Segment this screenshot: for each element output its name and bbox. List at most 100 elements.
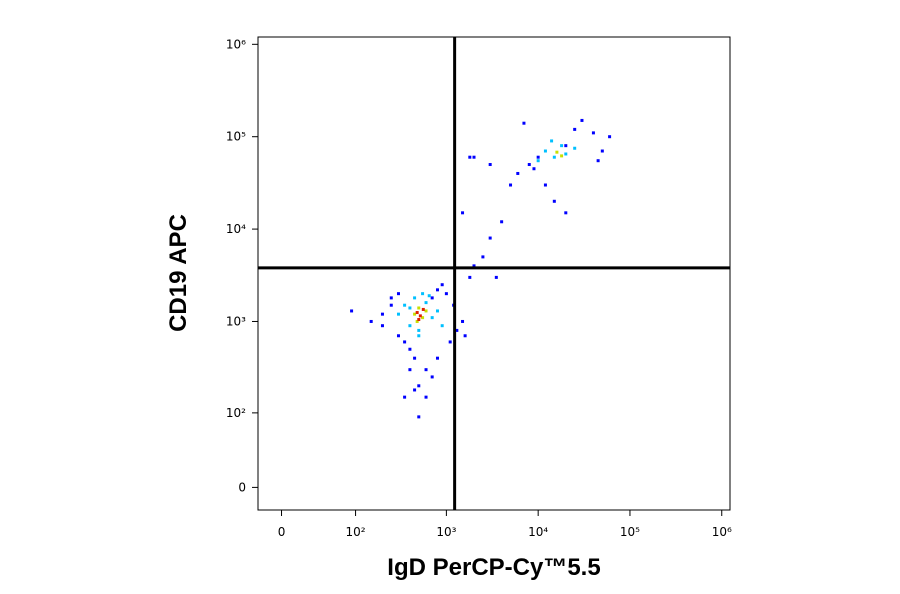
point	[415, 319, 419, 323]
point	[396, 312, 400, 316]
point	[440, 324, 444, 328]
point	[591, 131, 595, 135]
point	[444, 292, 448, 296]
point	[435, 288, 439, 292]
point	[560, 154, 564, 158]
point	[418, 314, 422, 318]
point	[461, 319, 465, 323]
point	[389, 296, 393, 300]
point	[573, 127, 577, 131]
point	[564, 144, 568, 148]
point	[488, 163, 492, 167]
point	[580, 118, 584, 122]
point	[396, 334, 400, 338]
point	[408, 306, 412, 310]
point	[430, 296, 434, 300]
point	[435, 309, 439, 313]
point	[396, 292, 400, 296]
point	[417, 384, 421, 388]
x-tick-label: 10³	[436, 525, 456, 539]
point	[608, 135, 612, 139]
point	[560, 144, 564, 148]
point	[455, 328, 459, 332]
point	[488, 236, 492, 240]
point	[440, 283, 444, 287]
point	[424, 301, 428, 305]
point	[380, 312, 384, 316]
point	[435, 356, 439, 360]
point	[403, 395, 407, 399]
point	[461, 211, 465, 215]
point	[536, 159, 540, 163]
point	[424, 395, 428, 399]
point	[417, 318, 421, 322]
point	[430, 375, 434, 379]
point	[403, 303, 407, 307]
point	[494, 275, 498, 279]
y-tick-label: 10²	[226, 406, 246, 420]
point	[516, 171, 520, 175]
x-tick-label: 10⁶	[712, 525, 732, 539]
point	[555, 150, 559, 154]
point	[417, 334, 421, 338]
point	[472, 155, 476, 159]
point	[564, 152, 568, 156]
point	[413, 356, 417, 360]
point	[421, 307, 425, 311]
point	[424, 309, 428, 313]
y-tick-label: 10³	[226, 314, 246, 328]
point	[430, 316, 434, 320]
point	[380, 324, 384, 328]
point	[552, 199, 556, 203]
point	[481, 255, 485, 259]
point	[403, 340, 407, 344]
plot-frame	[257, 36, 731, 511]
point	[468, 275, 472, 279]
point	[408, 324, 412, 328]
point	[550, 139, 554, 143]
y-axis-title: CD19 APC	[165, 214, 192, 332]
point	[427, 294, 431, 298]
point	[448, 340, 452, 344]
x-tick-label: 10⁴	[528, 525, 548, 539]
point	[500, 220, 504, 224]
point	[417, 306, 421, 310]
point	[424, 368, 428, 372]
point	[552, 155, 556, 159]
point	[389, 303, 393, 307]
point	[596, 159, 600, 163]
y-tick-label: 10⁵	[226, 130, 246, 144]
point	[543, 183, 547, 187]
point	[408, 347, 412, 351]
point	[564, 211, 568, 215]
point	[527, 163, 531, 167]
y-tick-label: 10⁶	[226, 37, 246, 51]
point	[573, 146, 577, 150]
point	[415, 311, 419, 315]
point	[463, 334, 467, 338]
point	[468, 155, 472, 159]
x-tick-label: 10⁵	[620, 525, 640, 539]
point	[421, 292, 425, 296]
point	[408, 368, 412, 372]
x-axis-title: IgD PerCP-Cy™5.5	[387, 554, 600, 581]
point	[532, 167, 536, 171]
point	[522, 121, 526, 125]
point	[472, 264, 476, 268]
x-tick-label: 0	[278, 525, 286, 539]
point	[417, 415, 421, 419]
point	[600, 149, 604, 153]
point	[369, 319, 373, 323]
y-tick-label: 10⁴	[226, 222, 246, 236]
point	[413, 296, 417, 300]
point	[509, 183, 513, 187]
point	[350, 309, 354, 313]
point	[413, 388, 417, 392]
point	[413, 312, 417, 316]
point	[543, 149, 547, 153]
x-tick-label: 10²	[346, 525, 366, 539]
point	[421, 316, 425, 320]
y-tick-label: 0	[238, 480, 246, 494]
